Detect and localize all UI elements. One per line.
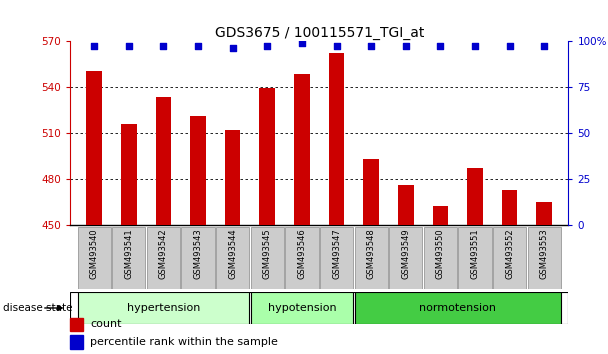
Bar: [250, 292, 353, 324]
Bar: [70, 335, 83, 349]
Text: percentile rank within the sample: percentile rank within the sample: [90, 337, 278, 347]
Bar: [70, 318, 83, 331]
Text: GSM493546: GSM493546: [297, 228, 306, 279]
Text: GSM493544: GSM493544: [228, 228, 237, 279]
Text: GSM493551: GSM493551: [471, 228, 480, 279]
Point: [159, 44, 168, 49]
Bar: [502, 189, 517, 225]
Bar: [181, 227, 215, 289]
Bar: [294, 74, 309, 225]
Text: GSM493552: GSM493552: [505, 228, 514, 279]
Title: GDS3675 / 100115571_TGI_at: GDS3675 / 100115571_TGI_at: [215, 26, 424, 40]
Text: GSM493542: GSM493542: [159, 228, 168, 279]
Text: count: count: [90, 319, 122, 329]
Bar: [260, 88, 275, 225]
Point: [366, 44, 376, 49]
Point: [331, 44, 341, 49]
Text: hypotension: hypotension: [268, 303, 336, 313]
Point: [505, 44, 514, 49]
Text: disease state: disease state: [3, 303, 72, 313]
Bar: [112, 227, 145, 289]
Text: GSM493541: GSM493541: [124, 228, 133, 279]
Bar: [320, 227, 353, 289]
Bar: [432, 206, 448, 225]
Bar: [285, 227, 319, 289]
Text: hypertension: hypertension: [126, 303, 200, 313]
Bar: [389, 227, 423, 289]
Text: GSM493543: GSM493543: [193, 228, 202, 279]
Bar: [121, 124, 137, 225]
Point: [539, 44, 549, 49]
Bar: [78, 292, 249, 324]
Point: [470, 44, 480, 49]
Bar: [528, 227, 561, 289]
Bar: [467, 168, 483, 225]
Bar: [458, 227, 492, 289]
Bar: [225, 130, 240, 225]
Bar: [86, 72, 102, 225]
Bar: [354, 292, 561, 324]
Text: GSM493553: GSM493553: [540, 228, 549, 279]
Bar: [493, 227, 527, 289]
Point: [89, 44, 99, 49]
Point: [297, 40, 307, 45]
Bar: [190, 116, 206, 225]
Bar: [216, 227, 249, 289]
Point: [228, 45, 238, 51]
Bar: [329, 53, 344, 225]
Point: [435, 44, 445, 49]
Text: GSM493549: GSM493549: [401, 228, 410, 279]
Text: normotension: normotension: [419, 303, 496, 313]
Bar: [364, 159, 379, 225]
Bar: [354, 227, 388, 289]
Text: GSM493540: GSM493540: [89, 228, 98, 279]
Bar: [147, 227, 180, 289]
Text: GSM493548: GSM493548: [367, 228, 376, 279]
Bar: [250, 227, 284, 289]
Bar: [536, 202, 552, 225]
Text: GSM493545: GSM493545: [263, 228, 272, 279]
Bar: [78, 227, 111, 289]
Point: [124, 44, 134, 49]
Text: GSM493550: GSM493550: [436, 228, 445, 279]
Point: [193, 44, 203, 49]
Point: [263, 44, 272, 49]
Bar: [398, 185, 413, 225]
Bar: [424, 227, 457, 289]
Bar: [156, 97, 171, 225]
Text: GSM493547: GSM493547: [332, 228, 341, 279]
Point: [401, 44, 410, 49]
